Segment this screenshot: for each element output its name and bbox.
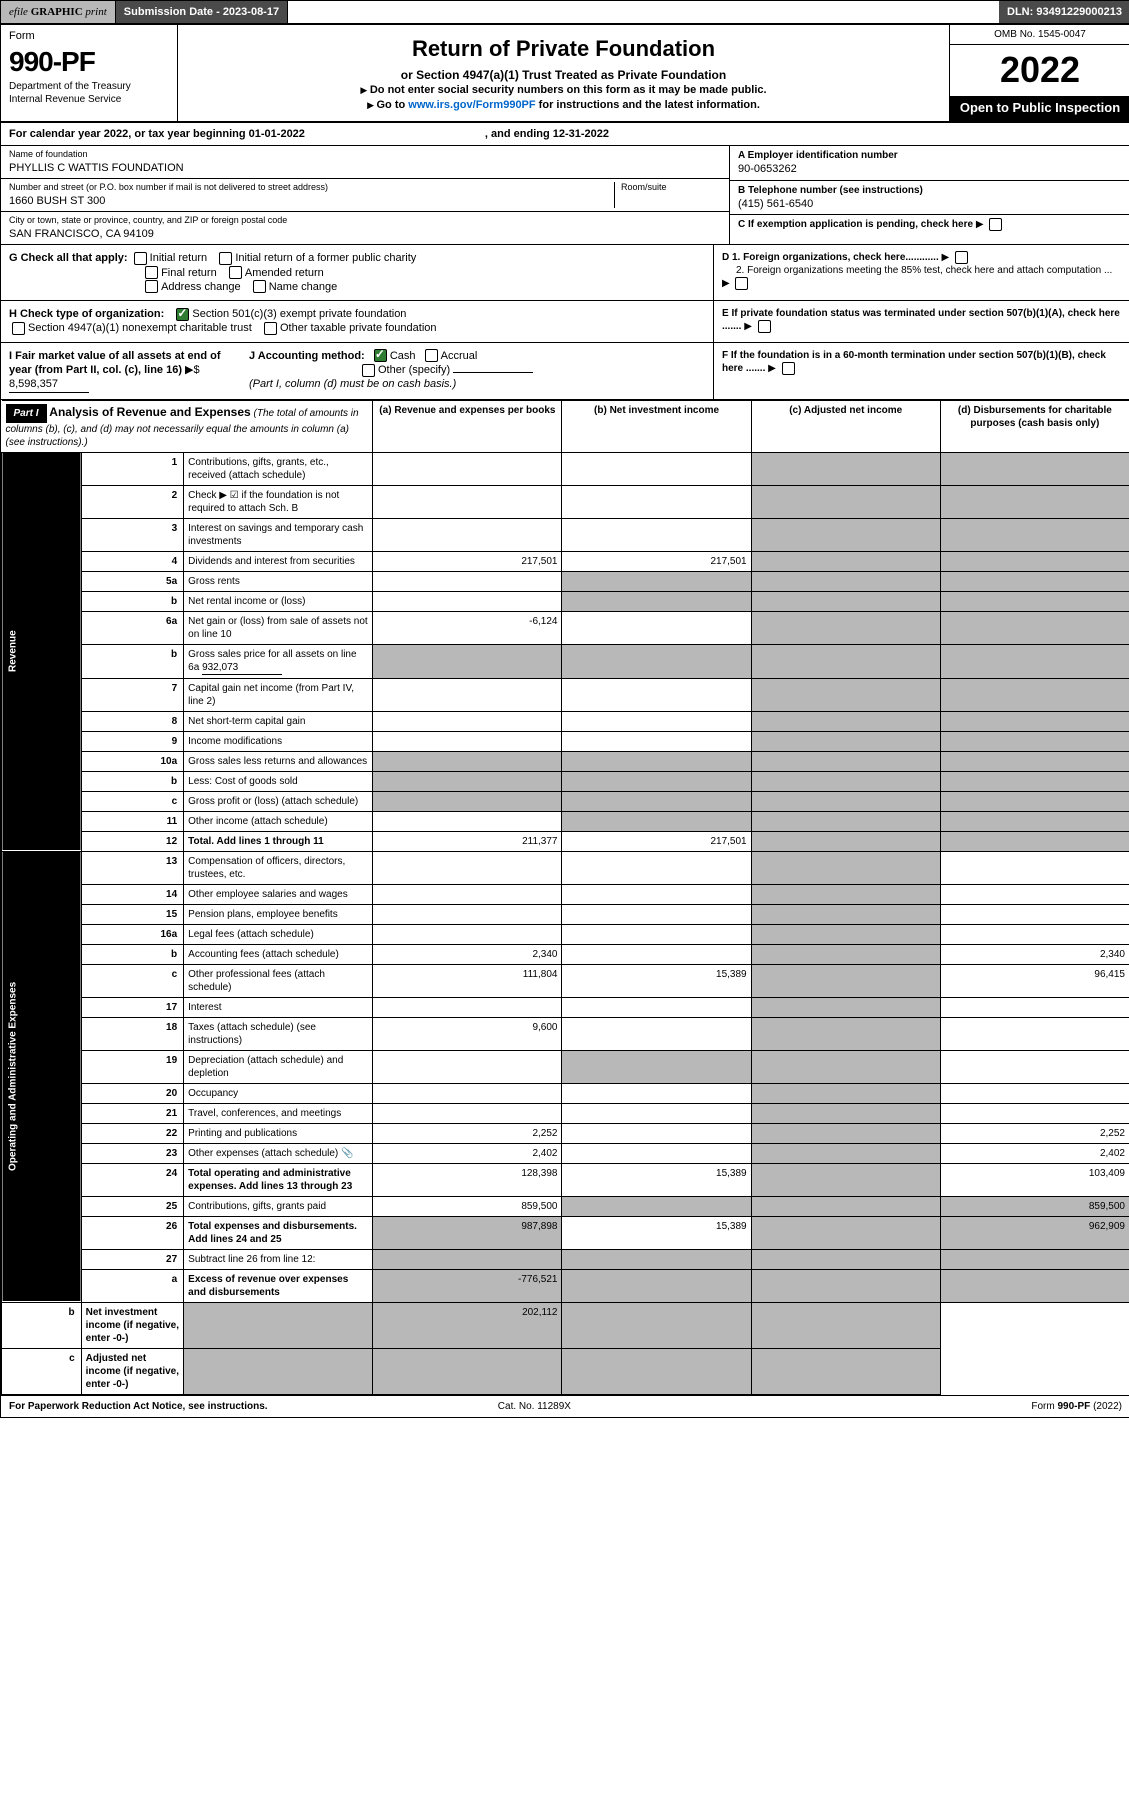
dln: DLN: 93491229000213 [999, 1, 1129, 23]
part1-table: Part I Analysis of Revenue and Expenses … [1, 400, 1129, 1395]
form-id-block: Form 990-PF Department of the Treasury I… [1, 25, 178, 121]
final-return-checkbox[interactable] [145, 266, 158, 279]
initial-return-checkbox[interactable] [134, 252, 147, 265]
address-change-checkbox[interactable] [145, 280, 158, 293]
amended-return-checkbox[interactable] [229, 266, 242, 279]
telephone: (415) 561-6540 [738, 197, 1122, 211]
501c3-checkbox[interactable] [176, 308, 189, 321]
fmv-assets: 8,598,357 [9, 377, 89, 392]
foundation-name: PHYLLIS C WATTIS FOUNDATION [9, 161, 721, 175]
section-d: D 1. Foreign organizations, check here..… [713, 245, 1129, 300]
expenses-side-label: Operating and Administrative Expenses [2, 851, 82, 1302]
page-footer: For Paperwork Reduction Act Notice, see … [1, 1395, 1129, 1417]
exemption-pending-checkbox[interactable] [989, 218, 1002, 231]
form-number: 990-PF [9, 44, 169, 80]
street-address: 1660 BUSH ST 300 [9, 194, 614, 208]
other-taxable-checkbox[interactable] [264, 322, 277, 335]
section-h: H Check type of organization: Section 50… [1, 301, 713, 342]
instructions-link[interactable]: www.irs.gov/Form990PF [408, 99, 535, 111]
ein: 90-0653262 [738, 162, 1122, 176]
cash-checkbox[interactable] [374, 349, 387, 362]
section-e: E If private foundation status was termi… [713, 301, 1129, 342]
part1-header: Part I [6, 404, 47, 423]
accrual-checkbox[interactable] [425, 349, 438, 362]
calendar-year-line: For calendar year 2022, or tax year begi… [1, 123, 1129, 146]
efile-badge: efile GRAPHIC print [1, 1, 116, 23]
city-state-zip: SAN FRANCISCO, CA 94109 [9, 227, 721, 241]
4947a1-checkbox[interactable] [12, 322, 25, 335]
section-g: G Check all that apply: Initial return I… [1, 245, 713, 300]
form-title: Return of Private Foundation [184, 35, 943, 64]
section-f: F If the foundation is in a 60-month ter… [713, 343, 1129, 399]
year-block: OMB No. 1545-0047 2022 Open to Public In… [949, 25, 1129, 121]
name-change-checkbox[interactable] [253, 280, 266, 293]
revenue-side-label: Revenue [2, 452, 82, 851]
section-j: J Accounting method: Cash Accrual Other … [239, 349, 705, 393]
other-method-checkbox[interactable] [362, 364, 375, 377]
section-i: I Fair market value of all assets at end… [9, 349, 239, 393]
tax-year: 2022 [950, 45, 1129, 96]
initial-former-checkbox[interactable] [219, 252, 232, 265]
top-bar: efile GRAPHIC print Submission Date - 20… [1, 1, 1129, 25]
submission-date: Submission Date - 2023-08-17 [116, 1, 288, 23]
form-title-block: Return of Private Foundation or Section … [178, 25, 949, 121]
